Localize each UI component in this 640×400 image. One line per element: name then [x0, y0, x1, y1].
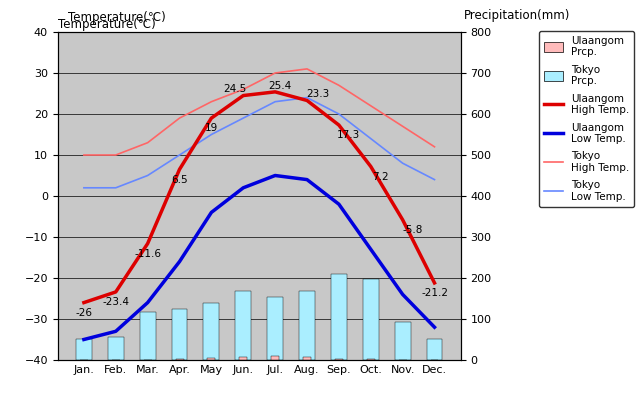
Text: Temperature(℃): Temperature(℃)	[58, 18, 156, 31]
Text: -21.2: -21.2	[421, 288, 448, 298]
Text: -23.4: -23.4	[102, 297, 129, 307]
Text: Precipitation(mm): Precipitation(mm)	[464, 9, 570, 22]
Bar	[204, 304, 220, 360]
Bar	[331, 274, 347, 360]
Bar	[299, 291, 315, 360]
Text: -5.8: -5.8	[402, 225, 422, 235]
Text: 24.5: 24.5	[223, 84, 247, 94]
Text: -26: -26	[76, 308, 92, 318]
Bar	[363, 279, 379, 360]
Bar	[236, 291, 252, 360]
Text: Temperature(℃): Temperature(℃)	[68, 11, 166, 24]
Text: 19: 19	[205, 123, 218, 133]
Bar	[140, 312, 156, 360]
Bar	[108, 337, 124, 360]
Bar	[335, 359, 343, 360]
Bar	[172, 309, 188, 360]
Bar	[303, 357, 311, 360]
Text: 25.4: 25.4	[268, 81, 292, 91]
Text: -11.6: -11.6	[134, 249, 161, 259]
Bar	[271, 356, 279, 360]
Bar	[267, 297, 283, 360]
Bar	[175, 359, 184, 360]
Legend: Ulaangom
Prcp., Tokyo
Prcp., Ulaangom
High Temp., Ulaangom
Low Temp., Tokyo
High: Ulaangom Prcp., Tokyo Prcp., Ulaangom Hi…	[539, 31, 634, 207]
Bar	[239, 357, 247, 360]
Bar	[76, 339, 92, 360]
Text: 7.2: 7.2	[372, 172, 388, 182]
Bar	[426, 339, 442, 360]
Text: 23.3: 23.3	[307, 89, 330, 99]
Text: 6.5: 6.5	[172, 174, 188, 185]
Bar	[395, 322, 411, 360]
Text: 17.3: 17.3	[337, 130, 360, 140]
Bar	[367, 359, 375, 360]
Bar	[207, 358, 216, 360]
